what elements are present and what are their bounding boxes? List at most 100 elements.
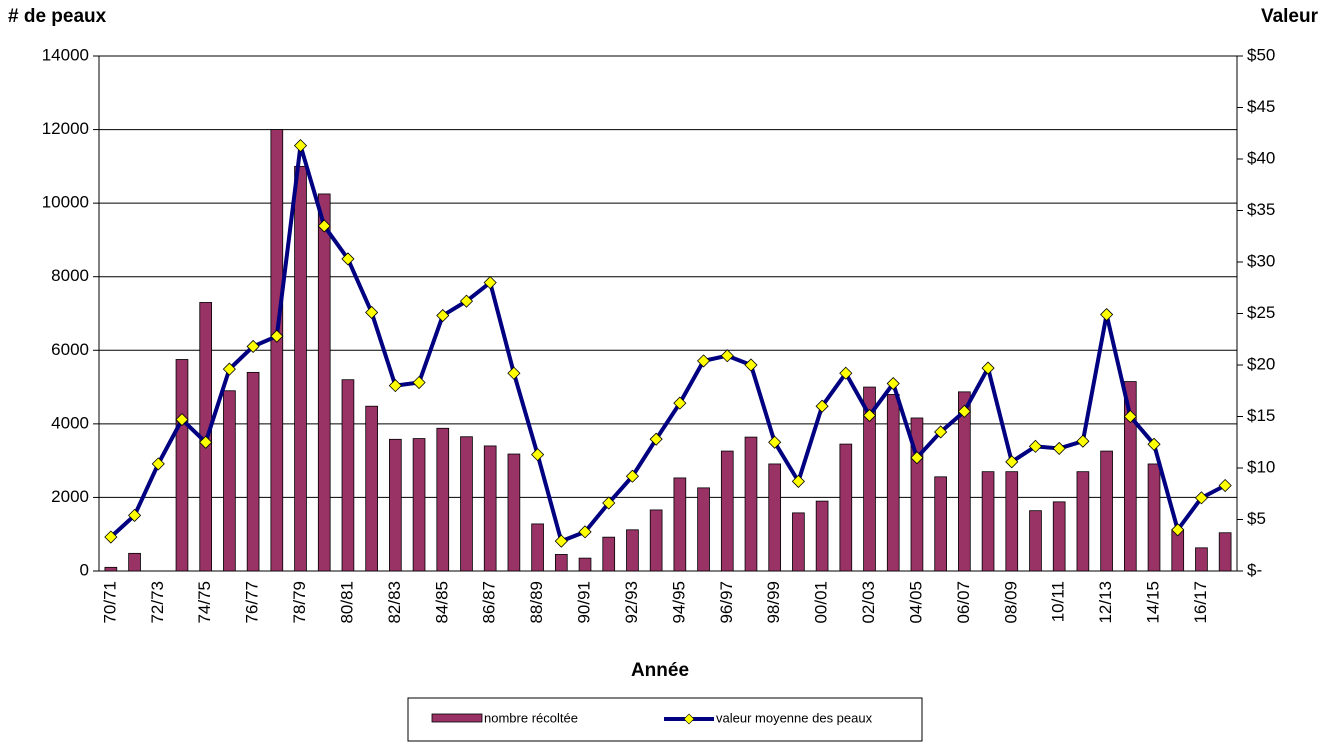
x-tick-label: 72/73 <box>148 581 167 624</box>
bar <box>792 512 805 572</box>
line-marker <box>222 362 236 376</box>
line-marker <box>175 413 189 427</box>
bar <box>886 394 900 572</box>
x-tick-label: 14/15 <box>1144 581 1163 624</box>
x-tick-label: 76/77 <box>243 581 262 624</box>
legend-label: valeur moyenne des peaux <box>716 710 873 725</box>
line-marker <box>649 432 663 446</box>
line-marker <box>365 305 379 320</box>
line-marker <box>1123 409 1137 424</box>
bar <box>246 371 260 572</box>
bar <box>863 386 876 572</box>
line-marker <box>246 339 260 354</box>
y-tick-label: 4000 <box>51 413 89 432</box>
line-marker <box>317 219 331 233</box>
x-tick-label: 78/79 <box>290 581 309 624</box>
bar <box>317 193 331 572</box>
bar <box>578 557 592 572</box>
y-axis-title: # de peaux <box>8 6 107 27</box>
x-tick-label: 90/91 <box>575 581 594 624</box>
bar <box>104 566 118 572</box>
bar <box>1171 530 1185 572</box>
y-tick-label: 6000 <box>51 340 89 359</box>
x-tick-label: 04/05 <box>906 581 925 624</box>
y-tick-label: 12000 <box>42 119 89 138</box>
bar <box>1076 471 1090 572</box>
bar <box>1195 547 1208 572</box>
bar <box>1218 532 1232 572</box>
line-marker <box>1052 441 1066 455</box>
bar <box>958 391 971 572</box>
line-marker <box>625 469 640 483</box>
y-tick-label: 8000 <box>51 266 89 285</box>
line-marker <box>459 294 474 308</box>
line-marker <box>436 308 450 323</box>
line-marker <box>104 530 118 544</box>
line-marker <box>602 496 616 510</box>
bar <box>1100 450 1113 572</box>
y2-tick-label: $20 <box>1247 354 1275 373</box>
line-marker <box>341 252 355 266</box>
bar <box>768 463 782 572</box>
line-marker <box>554 534 568 548</box>
x-tick-label: 96/97 <box>717 581 736 624</box>
x-tick-label: 00/01 <box>812 581 831 624</box>
y2-tick-label: $35 <box>1247 200 1275 219</box>
bar <box>673 477 687 572</box>
bar <box>365 405 378 572</box>
bar <box>1029 510 1042 572</box>
line-marker <box>1147 437 1161 451</box>
bar <box>436 427 450 572</box>
y2-tick-label: $5 <box>1247 509 1266 528</box>
line-marker <box>1171 523 1185 537</box>
bar <box>294 165 307 572</box>
bar <box>175 359 189 572</box>
bar <box>412 438 426 572</box>
line-marker <box>1076 434 1090 448</box>
bar <box>744 436 758 572</box>
legend-swatch <box>431 713 483 723</box>
y-tick-label: 2000 <box>51 487 89 506</box>
y2-axis-title: Valeur <box>1261 6 1319 27</box>
bar <box>554 554 568 572</box>
y-tick-label: 0 <box>80 560 89 579</box>
bar <box>839 443 853 572</box>
bar <box>1123 381 1137 572</box>
line-marker <box>1100 307 1114 322</box>
y2-tick-label: $40 <box>1247 148 1275 167</box>
x-tick-label: 16/17 <box>1191 581 1210 624</box>
bar <box>270 129 284 572</box>
bar <box>981 471 995 572</box>
bar <box>602 536 616 572</box>
x-tick-label: 70/71 <box>100 581 119 624</box>
x-tick-label: 86/87 <box>480 581 499 624</box>
x-tick-label: 12/13 <box>1096 581 1115 624</box>
x-tick-label: 92/93 <box>622 581 641 624</box>
legend-marker <box>683 713 695 725</box>
line-marker <box>1028 439 1043 453</box>
line-marker <box>696 354 711 368</box>
y2-tick-label: $25 <box>1247 303 1275 322</box>
line-marker <box>270 329 284 343</box>
plot-frame <box>98 55 1238 572</box>
x-tick-label: 84/85 <box>432 581 451 624</box>
bar <box>1005 471 1019 572</box>
line-marker <box>910 451 924 465</box>
y-tick-label: 10000 <box>42 193 89 212</box>
x-axis-title: Année <box>631 660 689 681</box>
bar <box>460 436 473 572</box>
line-marker <box>862 408 877 423</box>
line-marker <box>815 399 829 413</box>
x-tick-label: 10/11 <box>1049 581 1068 622</box>
x-tick-label: 74/75 <box>195 581 214 624</box>
x-tick-label: 88/89 <box>527 581 546 624</box>
x-tick-label: 08/09 <box>1001 581 1020 624</box>
line-marker <box>412 375 426 390</box>
bar <box>910 417 924 572</box>
bar <box>815 500 829 572</box>
line-marker <box>720 349 734 363</box>
line-marker <box>673 396 687 410</box>
bar <box>649 509 663 572</box>
x-tick-label: 82/83 <box>385 581 404 624</box>
